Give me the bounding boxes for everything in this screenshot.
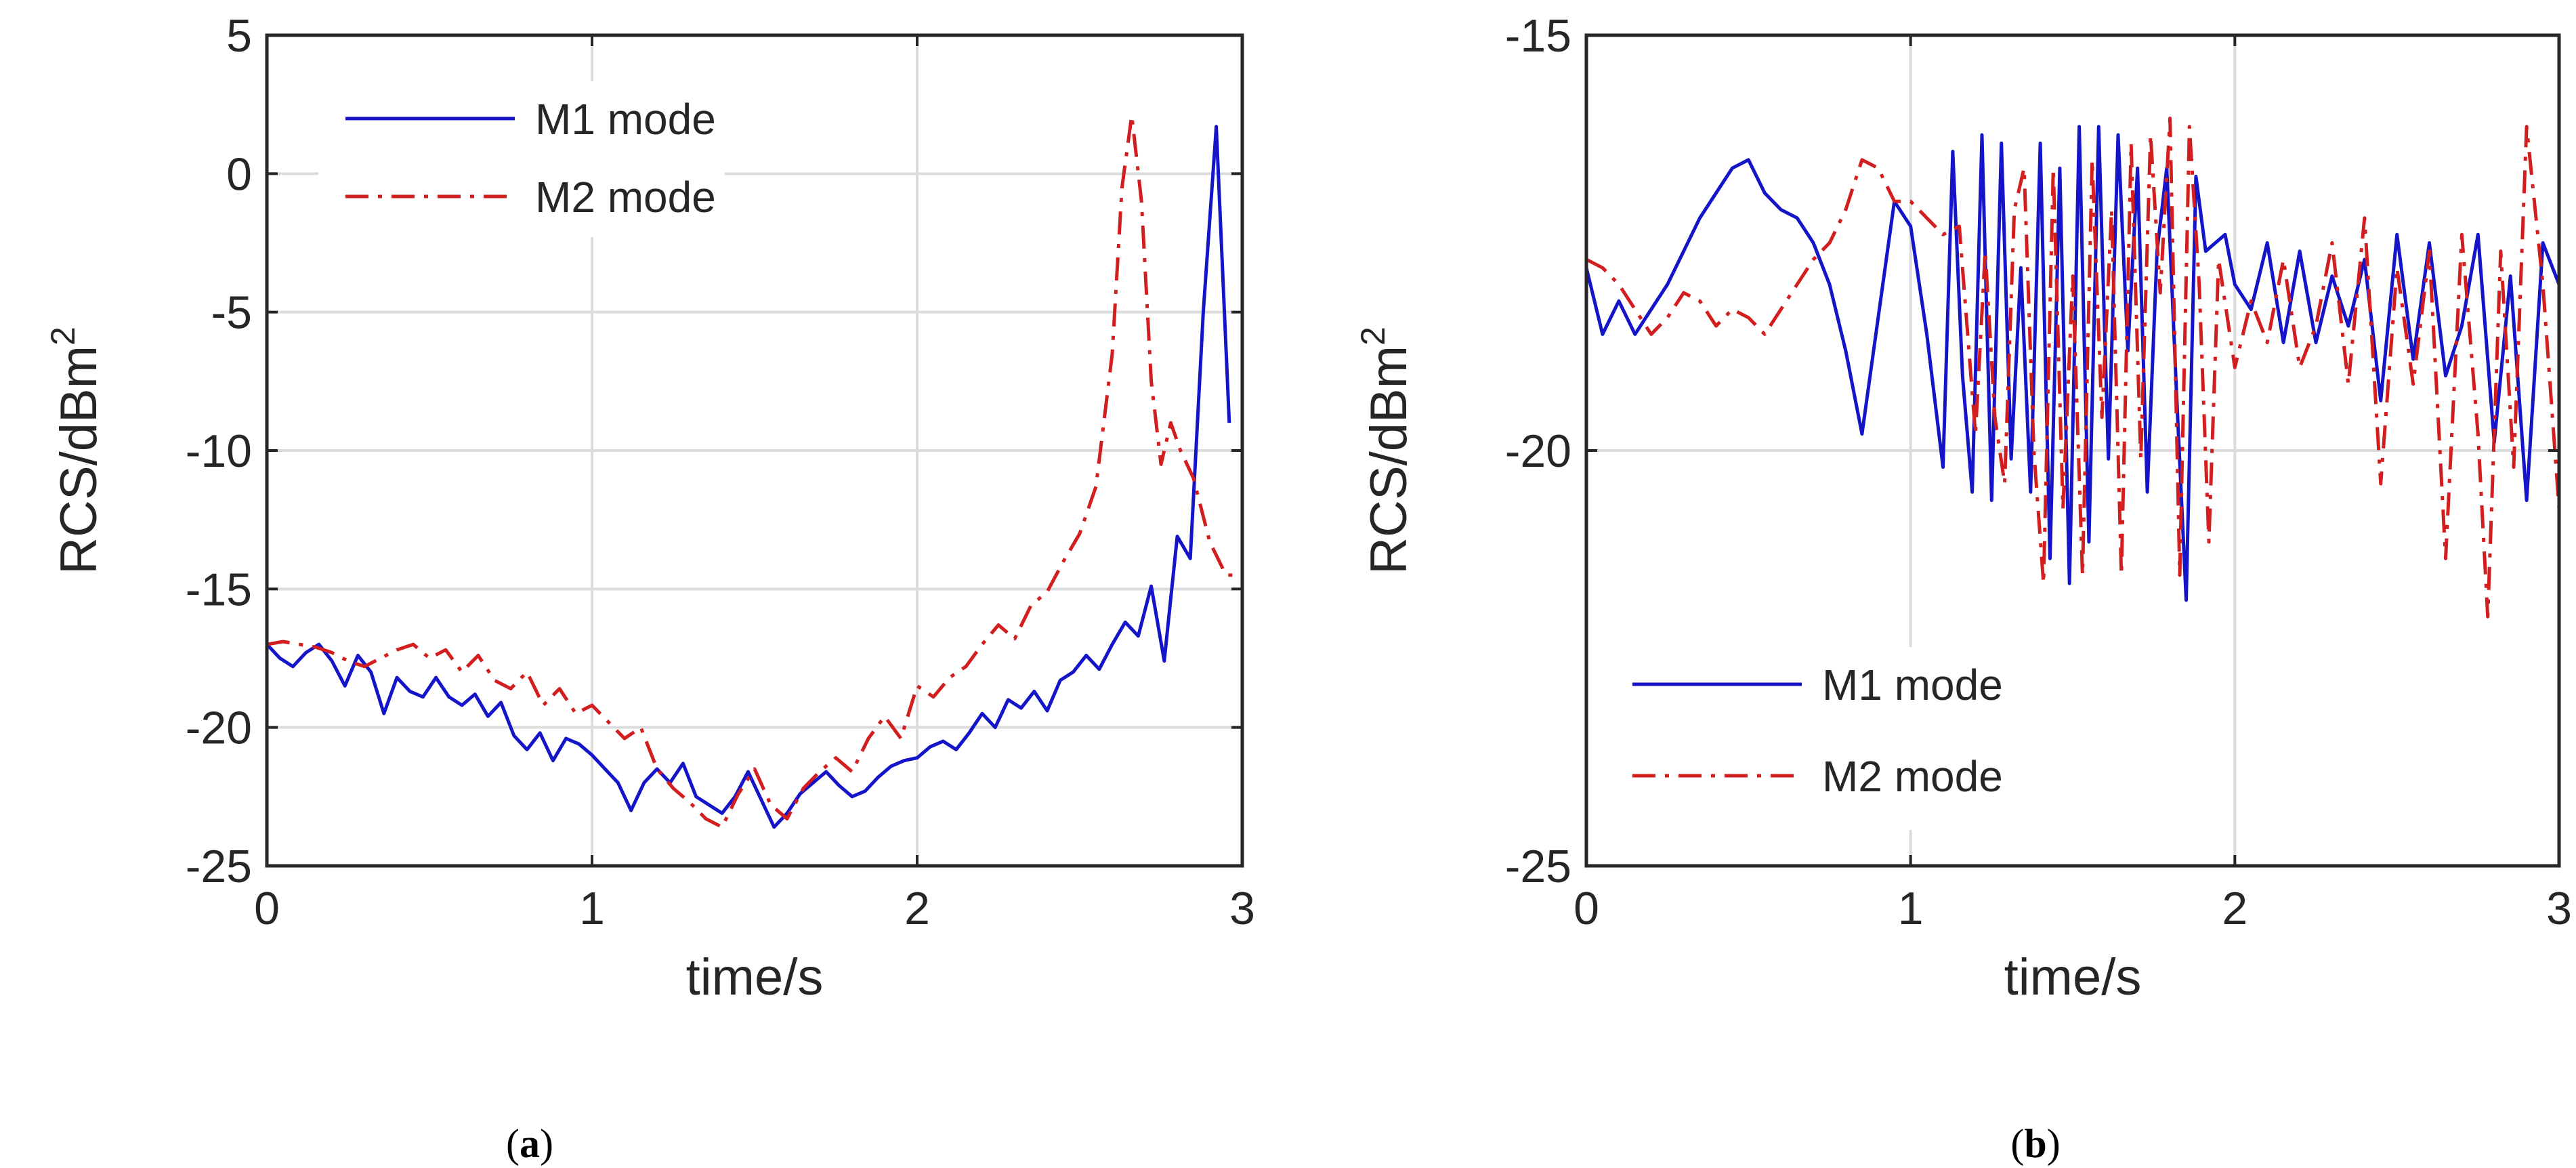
tick-marks (266, 34, 1244, 867)
legend-label-m1-mode: M1 mode (1822, 661, 2003, 709)
legend-label-m2-mode: M2 mode (535, 173, 716, 222)
data-lines (267, 114, 1242, 829)
series-line-m2-mode (1586, 117, 2559, 619)
x-tick-label: 3 (2546, 883, 2572, 934)
x-tick-label: 2 (904, 883, 930, 934)
x-tick-label: 2 (2222, 883, 2247, 934)
x-tick-label: 3 (1229, 883, 1255, 934)
y-tick-label: -25 (186, 841, 252, 892)
y-axis-label: RCS/dBm2 (44, 327, 108, 575)
legend: M1 mode M2 mode (1605, 647, 2120, 830)
x-tick-labels: 0 1 2 3 (1574, 883, 2572, 934)
y-tick-label: 0 (226, 148, 252, 200)
y-axis-label-superscript: 2 (44, 327, 82, 346)
panel-label: (b) (2010, 1121, 2060, 1166)
y-tick-label: -15 (186, 564, 252, 615)
series-line-m2-mode (267, 114, 1242, 829)
legend: M1 mode M2 mode (318, 81, 725, 237)
x-axis-label: time/s (2004, 948, 2142, 1006)
y-tick-label: -15 (1505, 10, 1571, 62)
data-lines (1586, 117, 2559, 619)
y-tick-label: -10 (186, 425, 252, 477)
y-axis-label-superscript: 2 (1354, 327, 1392, 346)
x-tick-labels: 0 1 2 3 (254, 883, 1255, 934)
series-line-m1-mode (1586, 125, 2559, 602)
y-tick-label: -5 (211, 287, 252, 339)
y-tick-labels: -25 -20 -15 -10 -5 0 5 (186, 10, 252, 892)
y-axis-label-text: RCS/dBm (1360, 346, 1418, 575)
y-tick-label: -25 (1505, 841, 1571, 892)
x-tick-label: 1 (1898, 883, 1924, 934)
legend-label-m1-mode: M1 mode (535, 95, 716, 144)
y-axis-label: RCS/dBm2 (1354, 327, 1418, 575)
x-tick-label: 0 (254, 883, 280, 934)
y-tick-label: -20 (186, 703, 252, 754)
panel-label: (a) (506, 1121, 553, 1166)
series-line-m1-mode (267, 125, 1231, 829)
y-tick-labels: -25 -20 -15 (1505, 10, 1571, 892)
y-tick-label: 5 (226, 10, 252, 62)
legend-box (318, 81, 725, 237)
panel-label-letter: b (2024, 1121, 2046, 1166)
y-tick-label: -20 (1505, 425, 1571, 477)
x-axis-label: time/s (686, 948, 824, 1006)
x-tick-label: 0 (1574, 883, 1599, 934)
x-tick-label: 1 (579, 883, 605, 934)
legend-box (1605, 647, 2120, 830)
tick-marks (1585, 34, 2560, 867)
legend-label-m2-mode: M2 mode (1822, 752, 2003, 801)
y-axis-label-text: RCS/dBm (50, 346, 108, 575)
panel-label-letter: a (520, 1121, 540, 1166)
